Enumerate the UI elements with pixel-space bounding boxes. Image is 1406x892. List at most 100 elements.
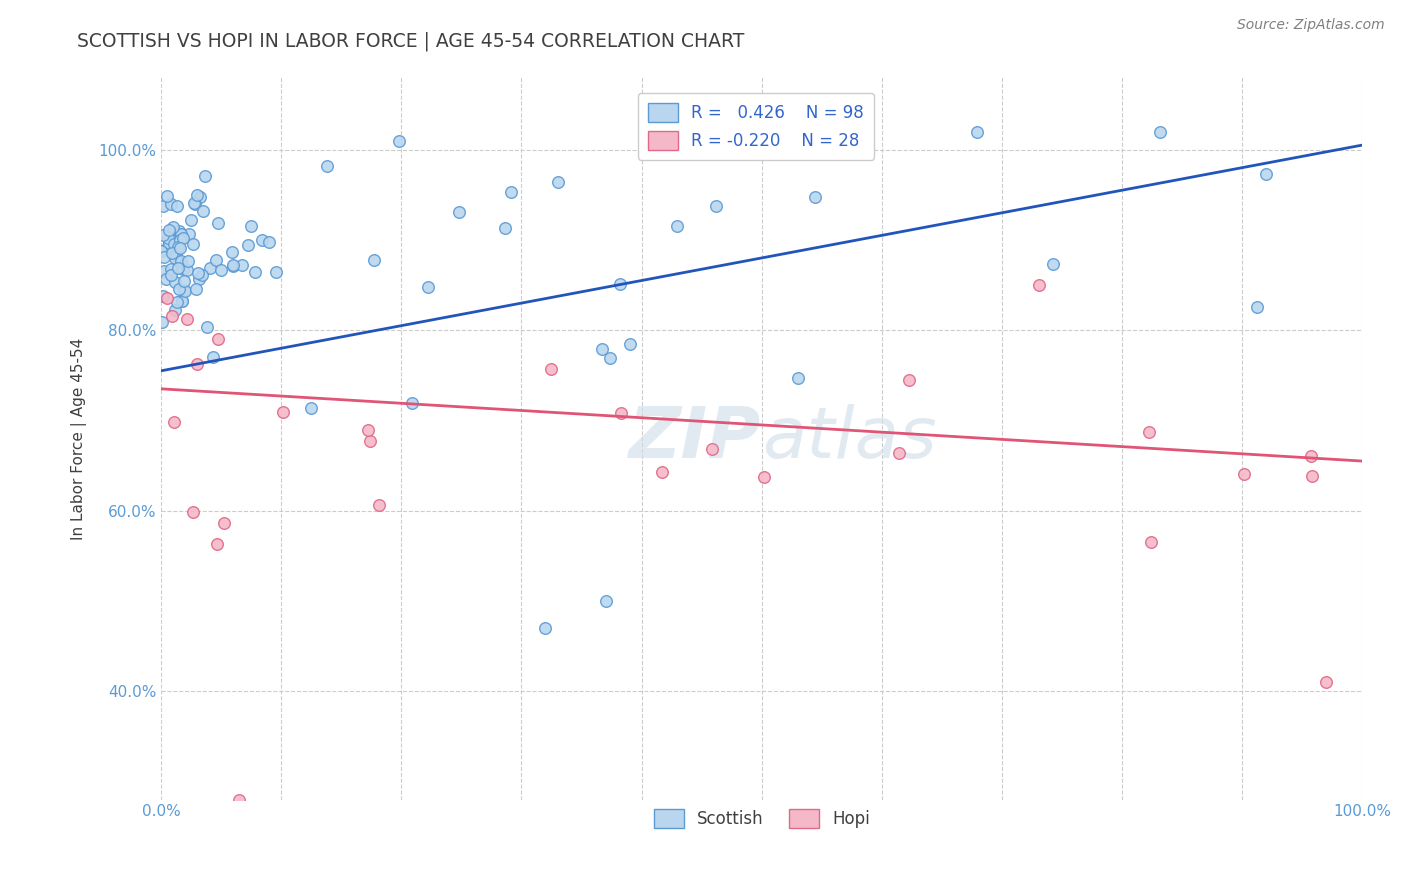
Point [174,285,197,299]
Point [299,401,322,416]
Point [494,221,516,235]
Text: atlas: atlas [762,404,936,473]
Point [165,303,187,318]
Point [172,230,194,244]
Point [153,250,176,264]
Point [1042,257,1064,271]
Point [157,223,180,237]
Point [447,205,470,219]
Point [357,423,380,437]
Point [202,350,225,364]
Point [540,362,562,376]
Point [257,235,280,249]
Point [177,227,200,242]
Point [194,169,217,184]
Point [1246,301,1268,315]
Text: SCOTTISH VS HOPI IN LABOR FORCE | AGE 45-54 CORRELATION CHART: SCOTTISH VS HOPI IN LABOR FORCE | AGE 45… [77,31,745,51]
Point [205,252,228,267]
Point [152,199,174,213]
Point [167,240,190,254]
Point [152,289,174,303]
Point [609,277,631,292]
Point [150,315,173,329]
Point [172,294,194,309]
Point [169,241,191,255]
Point [173,274,195,288]
Point [166,199,188,213]
Point [591,342,613,356]
Point [238,238,260,252]
Point [160,310,183,324]
Point [152,264,174,278]
Point [160,196,183,211]
Point [155,272,177,286]
Point [176,312,198,326]
Point [1315,675,1337,690]
Point [619,337,641,351]
Point [1256,167,1278,181]
Point [167,254,190,268]
Point [160,268,183,282]
Y-axis label: In Labor Force | Age 45-54: In Labor Force | Age 45-54 [72,337,87,540]
Point [169,227,191,241]
Point [363,253,385,268]
Point [501,185,523,199]
Point [157,235,180,250]
Point [898,373,921,387]
Point [966,125,988,139]
Point [156,291,179,305]
Point [183,236,205,251]
Legend: Scottish, Hopi: Scottish, Hopi [647,802,876,835]
Point [188,189,211,203]
Point [177,253,200,268]
Point [1301,468,1323,483]
Point [316,159,339,173]
Point [180,212,202,227]
Point [547,175,569,189]
Point [271,405,294,419]
Point [214,516,236,530]
Point [169,282,191,296]
Point [163,275,186,289]
Point [416,279,439,293]
Point [752,470,775,484]
Point [163,237,186,252]
Point [166,261,188,276]
Point [162,219,184,234]
Point [221,245,243,260]
Text: Source: ZipAtlas.com: Source: ZipAtlas.com [1237,18,1385,32]
Point [250,233,273,247]
Point [169,224,191,238]
Point [191,204,214,219]
Point [1140,535,1163,549]
Point [184,197,207,211]
Point [595,594,617,608]
Point [599,351,621,365]
Point [264,265,287,279]
Point [184,281,207,295]
Point [188,271,211,285]
Point [231,258,253,272]
Point [157,239,180,253]
Text: ZIP: ZIP [630,404,762,473]
Point [207,216,229,230]
Point [150,244,173,259]
Point [666,219,689,233]
Point [165,247,187,261]
Point [176,263,198,277]
Point [534,621,557,635]
Point [183,195,205,210]
Point [172,261,194,276]
Point [181,505,204,519]
Point [170,253,193,268]
Point [198,261,221,276]
Point [152,227,174,242]
Point [368,498,391,512]
Point [186,357,208,371]
Point [222,259,245,273]
Point [170,293,193,308]
Point [240,219,263,233]
Point [191,268,214,282]
Point [165,252,187,266]
Point [195,319,218,334]
